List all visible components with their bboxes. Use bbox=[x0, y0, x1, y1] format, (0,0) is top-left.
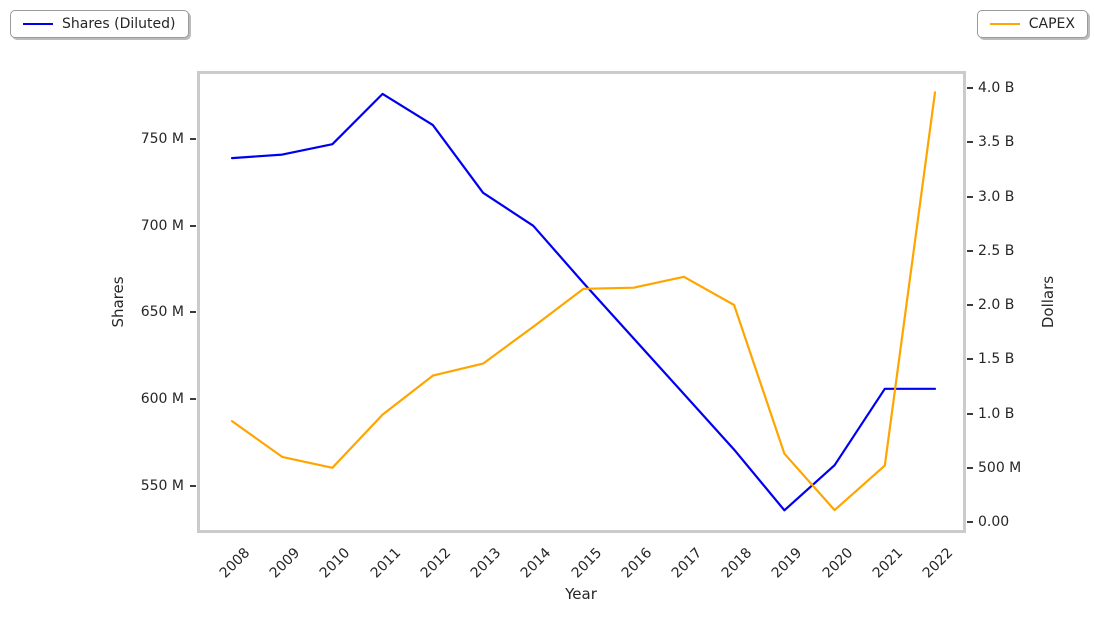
x-tick-label: 2013 bbox=[467, 545, 505, 582]
x-tick-label: 2015 bbox=[568, 545, 605, 582]
y-tick-label-right: 500 M bbox=[978, 459, 1022, 476]
y-tick-mark-right bbox=[967, 249, 973, 252]
y-tick-mark-right bbox=[967, 195, 973, 198]
x-tick-label: 2020 bbox=[819, 545, 856, 582]
x-tick-label: 2017 bbox=[668, 545, 706, 582]
x-tick-label: 2008 bbox=[216, 545, 254, 582]
legend-shares: Shares (Diluted) bbox=[10, 10, 189, 38]
y-tick-label-left: 650 M bbox=[140, 304, 184, 321]
series-lines-svg bbox=[230, 91, 937, 512]
y-tick-mark-right bbox=[967, 141, 973, 144]
x-tick-label: 2011 bbox=[367, 545, 404, 582]
series-line-capex bbox=[230, 91, 937, 512]
legend-capex-label: CAPEX bbox=[1028, 16, 1075, 32]
x-tick-label: 2012 bbox=[417, 545, 455, 582]
x-tick-label: 2018 bbox=[718, 545, 756, 582]
y-tick-label-right: 1.0 B bbox=[978, 405, 1015, 422]
y-tick-mark-right bbox=[967, 358, 973, 361]
y-tick-label-right: 3.5 B bbox=[978, 134, 1015, 151]
legend-capex: CAPEX bbox=[976, 10, 1088, 38]
y-tick-mark-right bbox=[967, 521, 973, 524]
y-tick-mark-right bbox=[967, 304, 973, 307]
x-tick-label: 2014 bbox=[518, 545, 555, 582]
x-tick-label: 2009 bbox=[267, 545, 304, 582]
x-tick-label: 2021 bbox=[869, 545, 907, 582]
y-tick-mark-left bbox=[190, 398, 196, 401]
series-line-shares bbox=[230, 92, 937, 512]
y-tick-mark-right bbox=[967, 466, 973, 469]
y-tick-mark-left bbox=[190, 484, 196, 487]
y-tick-label-right: 2.0 B bbox=[978, 297, 1015, 314]
x-tick-label: 2010 bbox=[317, 545, 354, 582]
y-tick-mark-left bbox=[190, 311, 196, 314]
shares-line-swatch-icon bbox=[23, 23, 53, 25]
capex-line-swatch-icon bbox=[989, 23, 1020, 25]
y-tick-mark-right bbox=[967, 87, 973, 90]
y-tick-label-left: 750 M bbox=[140, 131, 184, 147]
x-axis-title: Year bbox=[565, 585, 597, 603]
y-tick-label-right: 2.5 B bbox=[978, 242, 1015, 259]
plot-area bbox=[197, 71, 966, 533]
y-tick-label-left: 550 M bbox=[140, 477, 184, 494]
y-tick-label-left: 700 M bbox=[140, 217, 184, 234]
y-tick-mark-left bbox=[190, 224, 196, 227]
x-tick-label: 2016 bbox=[618, 545, 656, 582]
y-axis-title-right: Dollars bbox=[1039, 275, 1057, 329]
y-tick-label-left: 600 M bbox=[140, 391, 184, 408]
y-tick-mark-right bbox=[967, 412, 973, 415]
y-tick-label-right: 0.00 bbox=[978, 514, 1010, 531]
y-tick-label-right: 3.0 B bbox=[978, 188, 1015, 205]
y-tick-label-right: 4.0 B bbox=[978, 80, 1015, 97]
x-tick-label: 2022 bbox=[919, 545, 957, 582]
legend-shares-label: Shares (Diluted) bbox=[62, 16, 176, 32]
y-tick-mark-left bbox=[190, 138, 196, 140]
y-tick-label-right: 1.5 B bbox=[978, 351, 1015, 368]
x-tick-label: 2019 bbox=[769, 545, 806, 582]
